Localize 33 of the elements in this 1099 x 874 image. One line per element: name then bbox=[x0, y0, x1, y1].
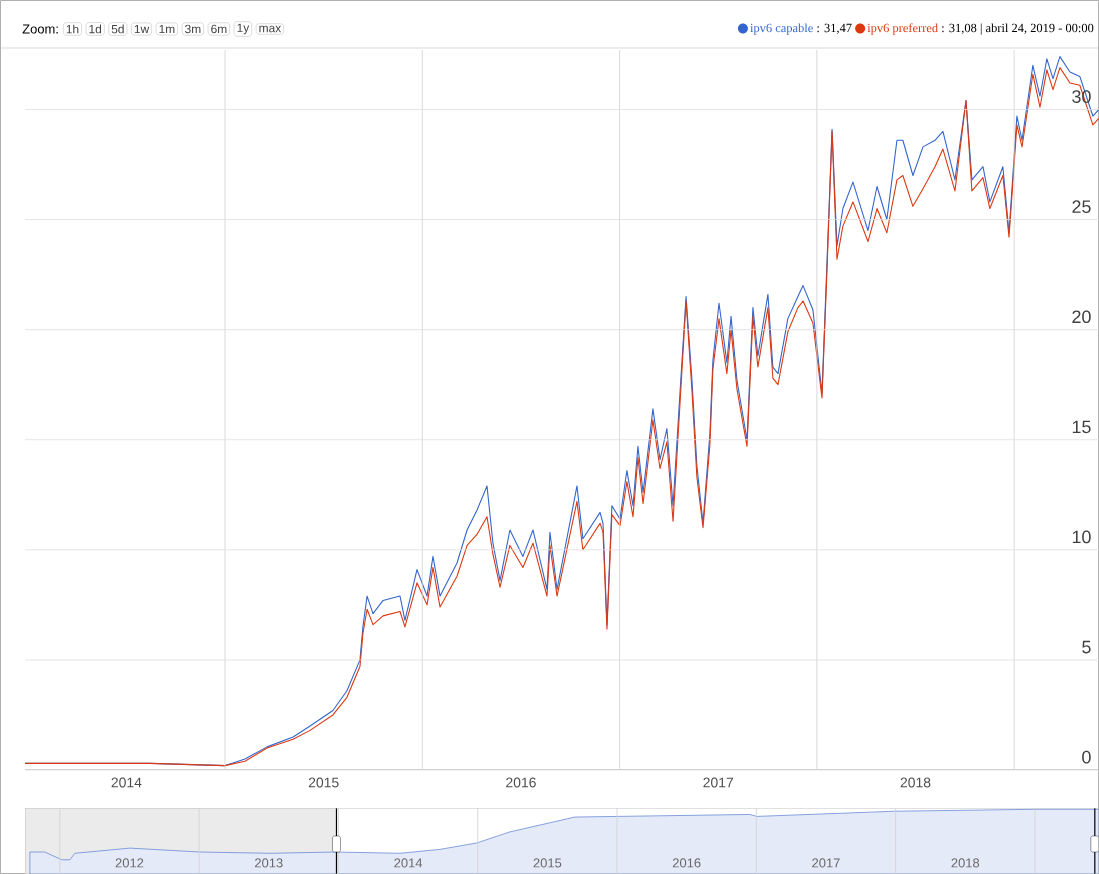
text: Zoom: bbox=[22, 24, 58, 34]
text: 1m bbox=[159, 24, 175, 34]
x-tick-label: 2015 bbox=[308, 777, 339, 788]
x-tick-label: 2017 bbox=[703, 777, 734, 788]
legend-label: ipv6 capable bbox=[750, 23, 813, 35]
x-tick-label: 2015 bbox=[533, 858, 562, 868]
text: 1y bbox=[237, 23, 250, 35]
y-tick-label: 5 bbox=[1082, 640, 1091, 654]
text: : 31,47 bbox=[817, 23, 852, 34]
y-tick-label: 0 bbox=[1082, 750, 1091, 764]
x-tick-label: 2013 bbox=[255, 858, 283, 868]
text: 1d bbox=[89, 24, 102, 34]
y-tick-label: 10 bbox=[1072, 530, 1091, 544]
y-tick-label: 15 bbox=[1072, 420, 1091, 434]
text: 3m bbox=[185, 24, 201, 34]
text: 6m bbox=[211, 24, 227, 34]
y-tick-label: 25 bbox=[1072, 200, 1091, 214]
x-tick-label: 2018 bbox=[951, 858, 980, 868]
legend-label: ipv6 preferred bbox=[867, 23, 938, 35]
x-tick-label: 2012 bbox=[115, 858, 144, 868]
x-tick-label: 2016 bbox=[672, 858, 701, 868]
x-tick-label: 2018 bbox=[900, 777, 931, 788]
x-tick-label: 2014 bbox=[394, 858, 423, 868]
text: : 31,08 bbox=[942, 23, 977, 34]
x-tick-label: 2014 bbox=[111, 777, 142, 788]
text: max bbox=[259, 25, 282, 33]
y-tick-label: 20 bbox=[1072, 310, 1091, 324]
text: 5d bbox=[111, 24, 124, 34]
text: | abril 24, 2019 - 00:00 bbox=[980, 23, 1094, 35]
text: 1h bbox=[66, 24, 79, 34]
x-tick-label: 2017 bbox=[812, 858, 840, 868]
x-tick-label: 2016 bbox=[506, 777, 536, 788]
text: 1w bbox=[134, 24, 150, 34]
